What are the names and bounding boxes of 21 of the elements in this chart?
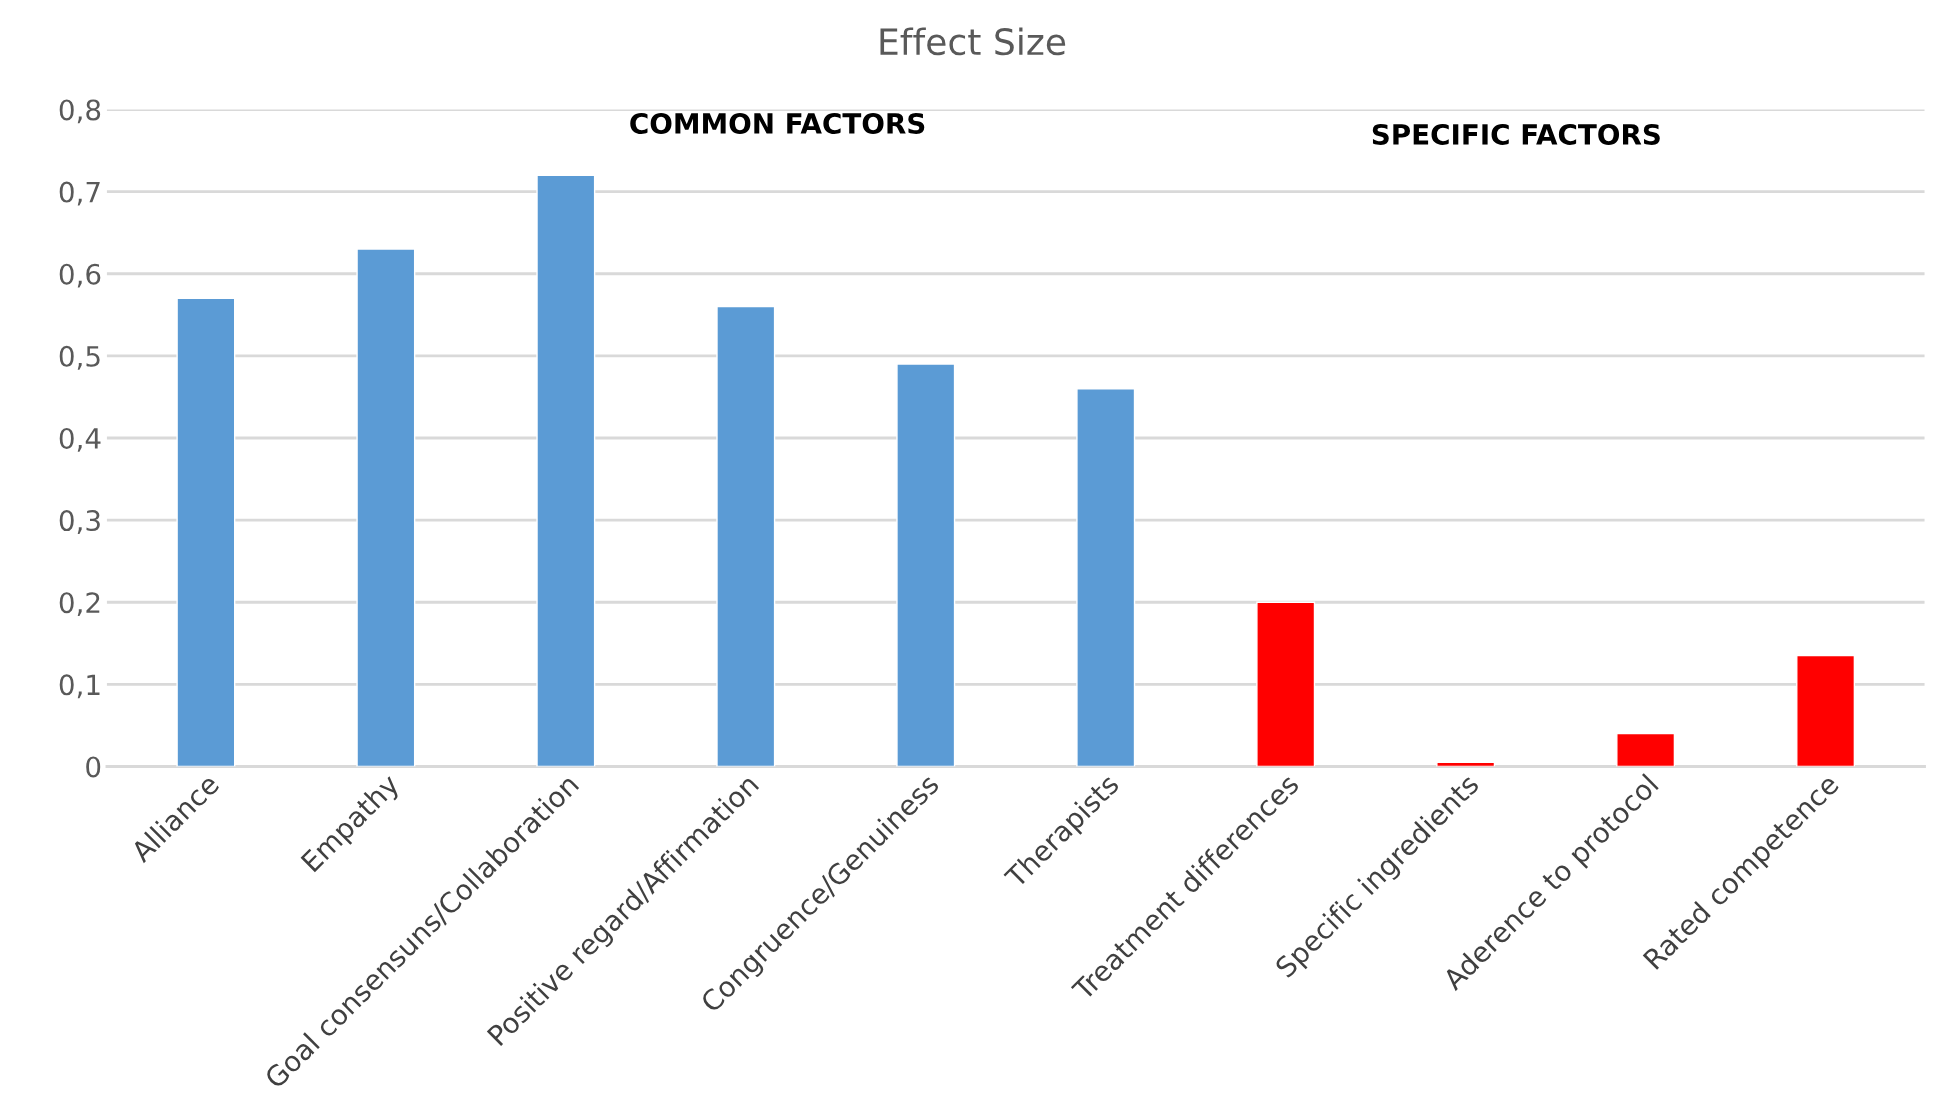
annotation: SPECIFIC FACTORS	[1372, 123, 1660, 145]
bar	[356, 248, 416, 767]
y-tick-label: 0,7	[59, 181, 100, 206]
bar	[896, 363, 956, 767]
bar	[716, 305, 776, 767]
y-tick-label: 0	[86, 756, 101, 778]
y-tick-label: 0,3	[59, 510, 100, 534]
y-tick-label: 0,6	[59, 263, 101, 288]
bar	[1616, 732, 1676, 767]
y-tick-label: 0,1	[59, 674, 100, 699]
y-tick-label: 0,2	[59, 592, 100, 617]
chart-title: Effect Size	[880, 27, 1066, 56]
y-tick-label: 0,4	[59, 427, 101, 452]
bar	[536, 174, 596, 767]
bar	[1076, 388, 1136, 767]
bar	[1256, 601, 1316, 767]
y-tick-label: 0,8	[59, 99, 101, 124]
bar	[176, 297, 236, 767]
y-tick-label: 0,5	[59, 345, 100, 370]
annotation: COMMON FACTORS	[630, 112, 925, 134]
bar	[1796, 654, 1856, 767]
